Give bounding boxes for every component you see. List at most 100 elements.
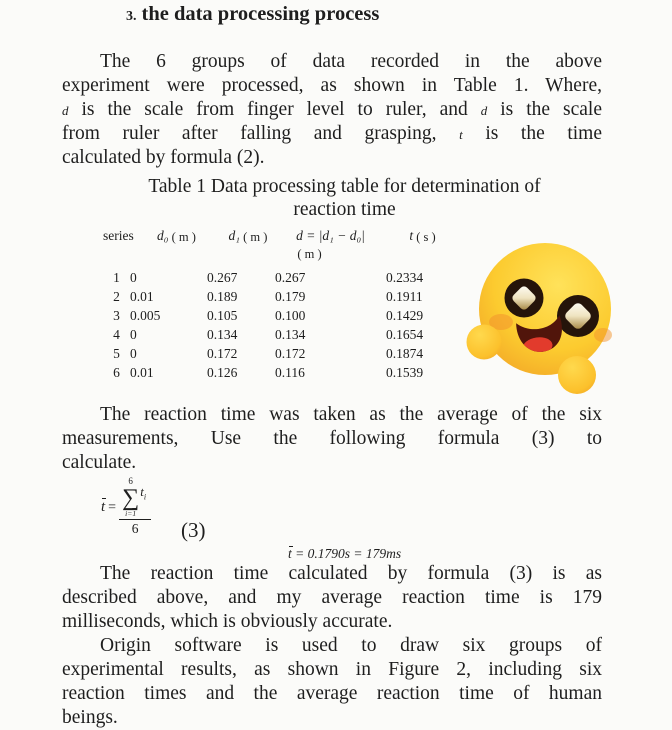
table-row: 6 0.01 0.126 0.116 0.1539: [103, 363, 449, 382]
emoji-hand-left: [466, 324, 502, 360]
table-cell: 0.01: [130, 289, 154, 304]
starry-eyes-emoji: [460, 240, 620, 400]
t-bar: t: [101, 498, 107, 515]
text-segment: calculate.: [62, 452, 137, 473]
text-line: Origin software is used to draw six grou…: [62, 634, 602, 658]
table-cell: 0: [130, 270, 137, 285]
emoji-blush-right: [594, 328, 612, 342]
section-title: the data processing process: [141, 3, 380, 25]
table-cell: 0.1874: [386, 346, 424, 361]
emoji-eye-left: [504, 278, 544, 318]
text-line: experiment were processed, as shown in T…: [62, 74, 602, 98]
equals-sign: =: [108, 499, 117, 515]
paragraph-origin: Origin software is used to draw six grou…: [62, 634, 602, 730]
table-cell: 3: [113, 308, 120, 323]
text-segment: reaction times and the average reaction …: [62, 683, 602, 704]
paragraph-result: The reaction time calculated by formula …: [62, 562, 602, 634]
table-cell: 0.1539: [386, 365, 424, 380]
sum-term: ti: [140, 484, 146, 502]
text-line: measurements, Use the following formula …: [62, 427, 602, 451]
text-line: reaction times and the average reaction …: [62, 682, 602, 706]
table-cell: 0.01: [130, 365, 154, 380]
emoji-face: [479, 243, 611, 375]
formula-number: (3): [181, 518, 206, 542]
denominator: 6: [131, 521, 139, 536]
text-segment: described above, and my average reaction…: [62, 587, 602, 608]
text-segment: is the scale: [487, 99, 602, 120]
table-cell: 1: [113, 270, 120, 285]
text-line: The reaction time calculated by formula …: [62, 562, 602, 586]
text-line: The 6 groups of data recorded in the abo…: [62, 50, 602, 74]
paragraph-intro: The 6 groups of data recorded in the abo…: [62, 50, 602, 170]
math-variable: d: [62, 103, 69, 118]
emoji-eye-right: [557, 295, 599, 337]
column-header: d₀ ( m ): [157, 228, 196, 244]
paragraph-average: The reaction time was taken as the avera…: [62, 403, 602, 475]
text-segment: The reaction time calculated by formula …: [100, 563, 602, 584]
fraction: 6 ∑ i=1 ti 6: [119, 477, 152, 537]
table-cell: 0.005: [130, 308, 161, 323]
table-cell: 0.126: [207, 365, 238, 380]
table-cell: 0.267: [207, 270, 238, 285]
sum-lower-limit: i=1: [125, 509, 137, 518]
summation: 6 ∑ i=1: [122, 477, 139, 518]
table-row: 4 0 0.134 0.134 0.1654: [103, 325, 449, 344]
table-caption-line1: Table 1 Data processing table for determ…: [148, 176, 541, 197]
table-cell: 0.1654: [386, 327, 424, 342]
table-cell: 0.179: [275, 289, 306, 304]
text-segment: The reaction time was taken as the avera…: [100, 404, 602, 425]
table-cell: 2: [113, 289, 120, 304]
text-line: calculate.: [62, 451, 602, 475]
sparkle-icon: [512, 286, 536, 310]
text-segment: experimental results, as shown in Figure…: [62, 659, 602, 680]
text-line: beings.: [62, 706, 602, 730]
text-segment: Origin software is used to draw six grou…: [100, 635, 602, 656]
table-cell: 0.100: [275, 308, 306, 323]
column-header: d₁ ( m ): [228, 228, 268, 244]
table-cell: 0: [130, 327, 137, 342]
sum-upper-limit: 6: [128, 476, 133, 486]
text-segment: measurements, Use the following formula …: [62, 428, 602, 449]
formula-result: t = 0.1790s = 179ms: [288, 545, 402, 562]
sparkle-icon: [565, 303, 591, 329]
text-segment: beings.: [62, 707, 118, 728]
text-line: d is the scale from finger level to rule…: [62, 98, 602, 122]
column-header: d = |d₁ − d₀|( m ): [296, 228, 365, 261]
text-segment: experiment were processed, as shown in T…: [62, 75, 602, 96]
table-cell: 0.134: [275, 327, 306, 342]
text-line: milliseconds, which is obviously accurat…: [62, 610, 602, 634]
text-line: from ruler after falling and grasping, t…: [62, 122, 602, 146]
table-cell: 0.2334: [386, 270, 424, 285]
table-row: 5 0 0.172 0.172 0.1874: [103, 344, 449, 363]
text-segment: is the scale from finger level to ruler,…: [68, 99, 481, 120]
text-segment: The 6 groups of data recorded in the abo…: [100, 51, 602, 72]
section-heading: 3. the data processing process: [126, 3, 379, 26]
table-cell: 0.1911: [386, 289, 423, 304]
table-cell: 5: [113, 346, 120, 361]
table-cell: 6: [113, 365, 120, 380]
text-segment: is the time: [462, 123, 602, 144]
sigma-icon: ∑: [122, 485, 140, 511]
table-caption-line2: reaction time: [293, 199, 396, 220]
term-subscript: i: [143, 492, 147, 502]
table-cell: 0.172: [207, 346, 238, 361]
result-value: = 0.1790s = 179ms: [291, 546, 402, 561]
table-row: 3 0.005 0.105 0.100 0.1429: [103, 306, 449, 325]
column-header: series: [103, 228, 134, 243]
emoji-blush-left: [489, 314, 513, 330]
numerator: 6 ∑ i=1 ti: [119, 477, 152, 520]
text-line: experimental results, as shown in Figure…: [62, 658, 602, 682]
table-cell: 4: [113, 327, 120, 342]
t-bar: t: [288, 545, 293, 561]
table-cell: 0.1429: [386, 308, 424, 323]
math-variable: t: [459, 127, 463, 142]
table-cell: 0.116: [275, 365, 305, 380]
table-row: 1 0 0.267 0.267 0.2334: [103, 268, 449, 287]
text-line: described above, and my average reaction…: [62, 586, 602, 610]
table-body: 1 0 0.267 0.267 0.2334 2 0.01 0.189 0.179 0.1911 3…: [103, 268, 449, 382]
table-caption: Table 1 Data processing table for determ…: [72, 175, 617, 221]
table-cell: 0: [130, 346, 137, 361]
formula-lhs: t =: [101, 498, 117, 516]
section-number: 3.: [126, 9, 137, 24]
